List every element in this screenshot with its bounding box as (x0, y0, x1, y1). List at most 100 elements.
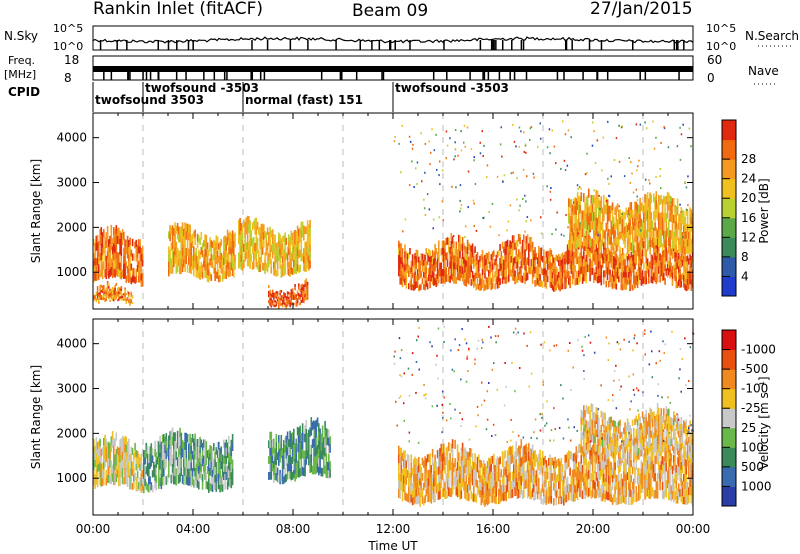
scatter-cell (325, 436, 328, 445)
scatter-cell (510, 172, 513, 175)
scatter-cell (540, 496, 543, 504)
scatter-cell (658, 469, 660, 479)
scatter-cell (284, 467, 286, 475)
scatter-cell (293, 294, 295, 298)
scatter-cell (133, 253, 135, 261)
scatter-cell (613, 494, 615, 503)
scatter-cell (490, 487, 493, 495)
scatter-cell (608, 236, 610, 245)
scatter-cell (204, 263, 206, 271)
scatter-cell (400, 447, 403, 457)
scatter-cell (629, 279, 631, 286)
scatter-cell (680, 274, 683, 281)
scatter-cell (577, 232, 579, 235)
scatter-cell (126, 235, 129, 244)
scatter-cell (675, 221, 678, 230)
scatter-cell (260, 247, 263, 255)
scatter-cell (216, 250, 219, 258)
scatter-cell (430, 488, 433, 496)
scatter-cell (406, 493, 409, 502)
scatter-cell (558, 481, 560, 489)
scatter-cell (164, 436, 166, 445)
scatter-cell (621, 233, 624, 241)
scatter-cell (524, 277, 526, 285)
scatter-cell (445, 456, 448, 465)
scatter-cell (226, 466, 229, 474)
scatter-cell (606, 260, 609, 268)
scatter-cell (96, 288, 99, 291)
scatter-cell (468, 460, 470, 469)
scatter-cell (179, 266, 181, 275)
scatter-cell (454, 476, 456, 486)
scatter-cell (191, 468, 194, 477)
scatter-cell (476, 464, 479, 473)
scatter-cell (105, 296, 108, 299)
scatter-cell (464, 481, 466, 491)
scatter-cell (645, 256, 648, 264)
scatter-cell (135, 275, 138, 283)
scatter-cell (605, 490, 608, 499)
scatter-cell (159, 477, 161, 487)
scatter-cell (268, 472, 270, 480)
scatter-cell (298, 427, 300, 436)
scatter-cell (320, 442, 323, 451)
scatter-cell (619, 216, 621, 225)
scatter-cell (255, 217, 258, 226)
scatter-cell (413, 474, 415, 482)
scatter-cell (656, 260, 659, 268)
scatter-cell (184, 467, 186, 476)
scatter-cell (641, 462, 644, 472)
scatter-cell (566, 244, 569, 252)
scatter-cell (483, 467, 485, 475)
scatter-cell (205, 449, 208, 458)
scatter-cell (616, 255, 619, 262)
scatter-cell (465, 475, 468, 484)
scatter-cell (623, 220, 625, 229)
scatter-cell (271, 300, 274, 303)
scatter-cell (228, 255, 230, 263)
scatter-cell (399, 473, 401, 482)
scatter-cell (329, 436, 331, 445)
scatter-cell (638, 159, 640, 162)
scatter-cell (131, 275, 134, 283)
scatter-cell (679, 281, 681, 288)
scatter-cell (210, 453, 213, 461)
scatter-cell (651, 469, 654, 479)
scatter-cell (286, 253, 289, 261)
scatter-cell (655, 455, 658, 464)
scatter-cell (214, 240, 216, 248)
scatter-cell (586, 489, 589, 498)
scatter-cell (618, 488, 620, 497)
scatter-cell (398, 262, 400, 270)
scatter-cell (686, 255, 689, 262)
scatter-cell (678, 483, 680, 492)
scatter-cell (633, 462, 635, 471)
scatter-cell (658, 194, 660, 204)
scatter-cell (110, 224, 113, 234)
scatter-cell (510, 489, 513, 499)
scatter-cell (294, 296, 296, 300)
scatter-cell (499, 278, 501, 285)
scatter-cell (96, 472, 99, 480)
scatter-cell (173, 235, 175, 244)
cpid-segment-label: twofsound 3503 (95, 93, 204, 107)
scatter-cell (306, 236, 309, 245)
scatter-cell (103, 297, 105, 300)
scatter-cell (631, 496, 634, 505)
scatter-cell (615, 221, 618, 230)
scatter-cell (679, 275, 681, 282)
scatter-cell (320, 450, 323, 460)
scatter-cell (455, 276, 458, 284)
scatter-cell (294, 266, 296, 274)
scatter-cell (123, 461, 125, 470)
scatter-cell (268, 456, 270, 464)
scatter-cell (185, 467, 188, 476)
scatter-cell (534, 475, 536, 484)
scatter-cell (471, 453, 474, 462)
scatter-cell (450, 479, 453, 488)
scatter-cell (95, 298, 98, 301)
scatter-cell (656, 267, 659, 275)
scatter-cell (400, 481, 403, 491)
scatter-cell (570, 136, 572, 139)
